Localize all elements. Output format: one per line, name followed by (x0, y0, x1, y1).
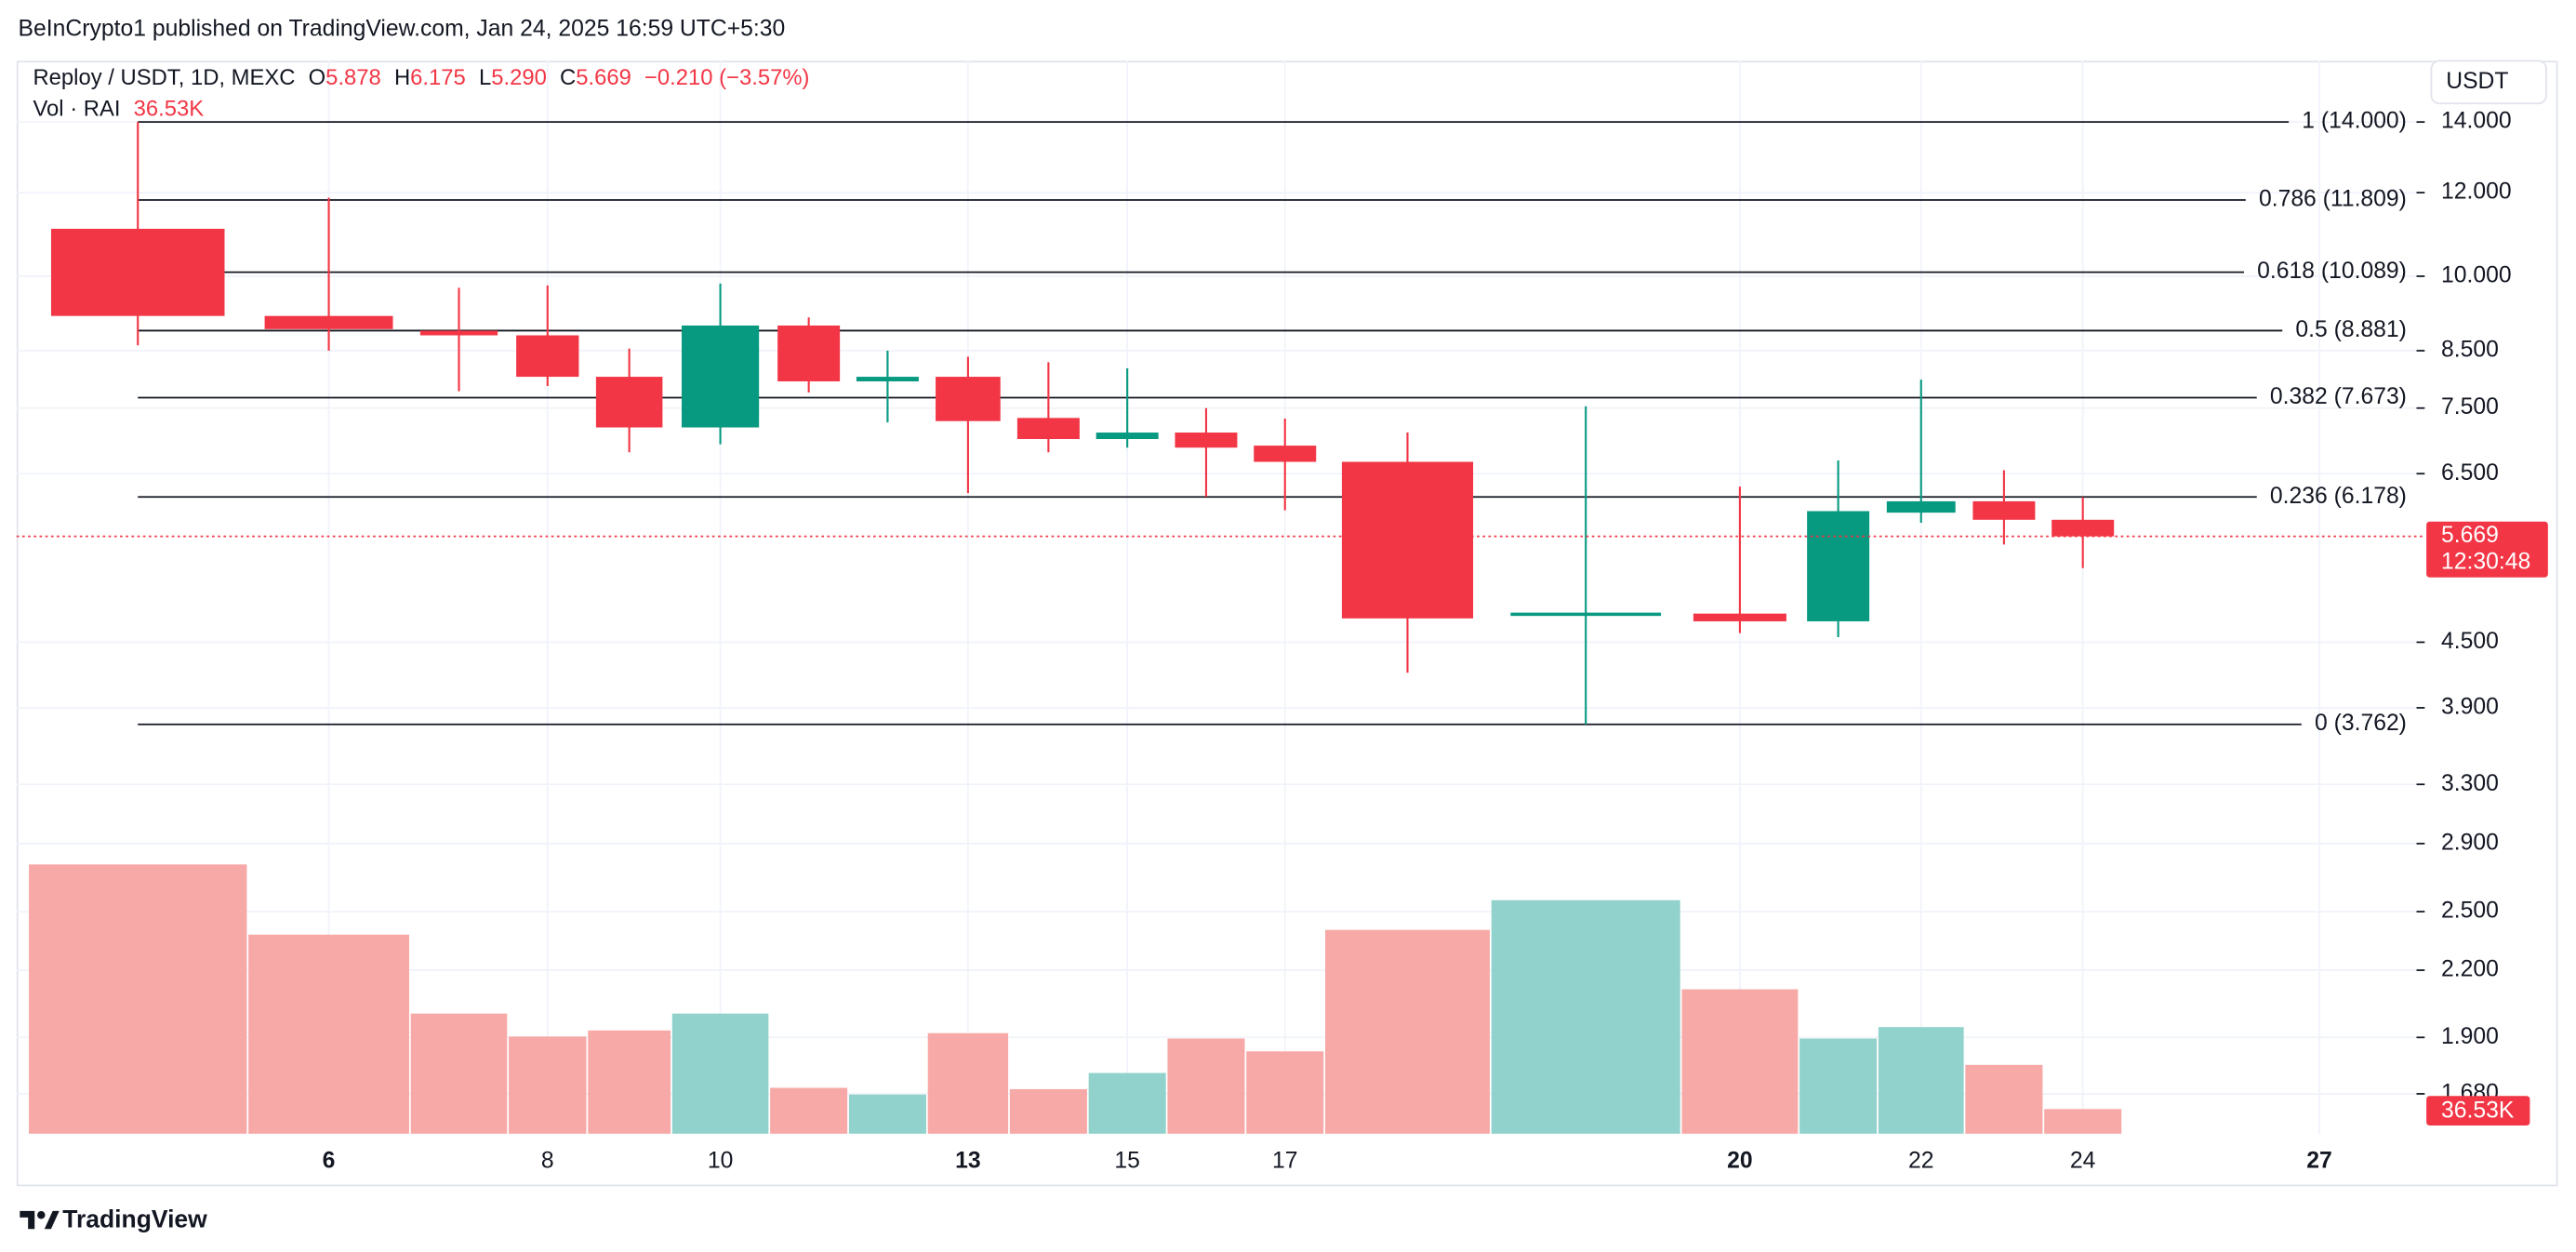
candle-body (1175, 433, 1238, 448)
footer: TradingView (62, 1205, 207, 1232)
candle-body (1510, 612, 1662, 617)
volume-bar (770, 1087, 848, 1134)
countdown: 12:30:48 (2441, 549, 2530, 574)
last-price-badge (2426, 521, 2548, 578)
candle-body (264, 315, 393, 329)
y-tick-label: 2.900 (2441, 830, 2499, 855)
candle-body (777, 325, 841, 382)
candle-body (1693, 613, 1786, 621)
y-tick-label: 1.900 (2441, 1024, 2499, 1049)
legend: Reploy / USDT, 1D, MEXC O5.878 H6.175 L5.29… (33, 65, 809, 90)
fib-label: 0.618 (10.089) (2257, 259, 2407, 284)
candle-body (1972, 500, 2036, 520)
x-tick-label: 13 (955, 1148, 981, 1173)
fib-label: 0.236 (6.178) (2270, 484, 2407, 509)
volume-bar (671, 1013, 769, 1134)
volume-name: Vol · RAI (33, 97, 120, 122)
volume-bar (248, 934, 409, 1134)
volume-bar (1491, 899, 1680, 1134)
volume-bar (509, 1036, 587, 1134)
tv-logo (20, 1210, 60, 1230)
fib-label: 1 (14.000) (2302, 109, 2407, 134)
legend-value: 5.290 (491, 65, 547, 90)
fib-label: 0 (3.762) (2315, 711, 2407, 736)
volume-badge-label: 36.53K (2441, 1099, 2515, 1124)
volume-bar (410, 1013, 508, 1134)
x-tick-label: 15 (1114, 1148, 1140, 1173)
candle-body (1886, 500, 1956, 513)
y-tick-label: 4.500 (2441, 629, 2499, 654)
fib-label: 0.382 (7.673) (2270, 384, 2407, 409)
last-price-label: 5.669 (2441, 523, 2499, 548)
volume-bar (29, 864, 247, 1134)
legend-symbol: Reploy / USDT, 1D, MEXC (33, 65, 295, 90)
volume-bar (588, 1030, 671, 1134)
candle-body (516, 335, 579, 378)
frame (16, 60, 2558, 1187)
candle-body (856, 377, 919, 382)
y-tick-label: 14.000 (2441, 109, 2512, 134)
legend-key: L (479, 65, 491, 90)
y-tick-label: 10.000 (2441, 262, 2512, 287)
volume-bar (1246, 1051, 1324, 1134)
volume-bar (1965, 1064, 2043, 1134)
volume-bar (848, 1094, 926, 1134)
header: BeInCrypto1 published on TradingView.com… (19, 16, 786, 41)
candle-body (2052, 519, 2115, 537)
volume-bar (1878, 1027, 1964, 1134)
legend-key: H (394, 65, 410, 90)
candle-body (681, 325, 760, 428)
volume-badge (2426, 1096, 2530, 1125)
volume-legend: Vol · RAI 36.53K (33, 97, 204, 122)
x-tick-label: 10 (708, 1148, 734, 1173)
x-tick-label: 22 (1908, 1148, 1934, 1173)
x-tick-label: 8 (541, 1148, 554, 1173)
legend-change: −0.210 (−3.57%) (644, 65, 810, 90)
volume-value: 36.53K (134, 97, 205, 122)
y-tick-label: 12.000 (2441, 180, 2512, 205)
y-tick-label: 3.300 (2441, 771, 2499, 796)
volume-bar (2044, 1109, 2122, 1134)
candle-body (1807, 511, 1870, 621)
legend-value: 5.669 (576, 65, 631, 90)
volume-bar (1088, 1072, 1166, 1134)
y-tick-label: 8.500 (2441, 338, 2499, 363)
volume-bar (1009, 1088, 1087, 1134)
x-tick-label: 20 (1727, 1148, 1753, 1173)
legend-value: 6.175 (410, 65, 466, 90)
volume-bar (1167, 1038, 1245, 1134)
candle-body (595, 377, 663, 428)
x-tick-label: 24 (2070, 1148, 2096, 1173)
candle-body (50, 228, 225, 316)
currency: USDT (2446, 69, 2508, 94)
y-tick-label: 2.200 (2441, 957, 2499, 982)
candle-body (419, 330, 498, 336)
x-tick-label: 27 (2306, 1148, 2332, 1173)
y-tick-label: 7.500 (2441, 394, 2499, 420)
candle-body (1016, 418, 1080, 440)
y-tick-label: 6.500 (2441, 460, 2499, 486)
volume-bar (1799, 1038, 1878, 1134)
candle-body (1254, 446, 1317, 462)
candle-body (1095, 433, 1159, 440)
x-tick-label: 6 (323, 1148, 336, 1173)
y-tick-label: 2.500 (2441, 899, 2499, 924)
x-tick-label: 17 (1272, 1148, 1298, 1173)
legend-key: C (560, 65, 576, 90)
fib-label: 0.786 (11.809) (2259, 187, 2407, 212)
y-tick-label: 3.900 (2441, 694, 2499, 719)
volume-bar (1681, 989, 1799, 1134)
volume-bar (927, 1032, 1009, 1134)
candle-body (936, 377, 1001, 421)
volume-bar (1325, 929, 1490, 1134)
fib-label: 0.5 (8.881) (2295, 317, 2407, 342)
legend-value: 5.878 (325, 65, 381, 90)
currency-box[interactable] (2430, 60, 2547, 105)
candle-body (1341, 461, 1474, 619)
legend-key: O (309, 65, 326, 90)
